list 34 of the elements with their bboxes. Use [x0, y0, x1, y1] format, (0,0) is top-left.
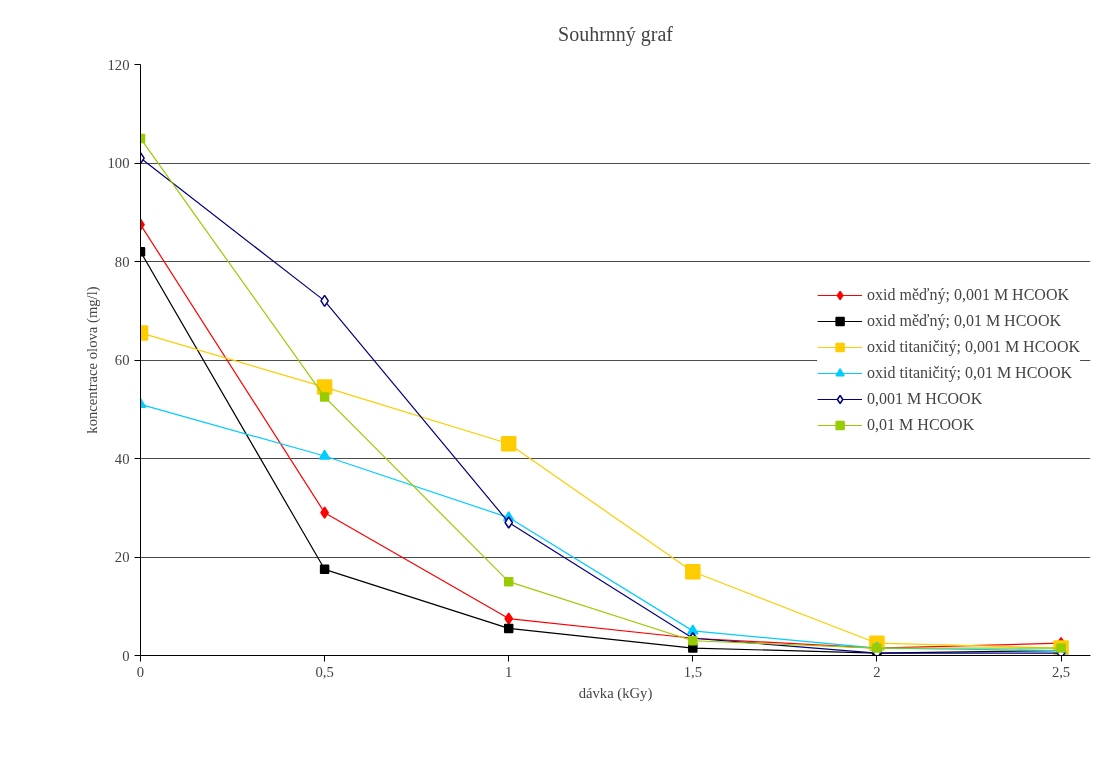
legend-label: 0,01 M HCOOK	[867, 415, 975, 434]
point	[688, 643, 698, 653]
legend-label: oxid měďný; 0,01 M HCOOK	[867, 311, 1062, 330]
y-tick-label: 40	[114, 450, 130, 467]
point	[318, 449, 331, 460]
x-tick-label: 1	[505, 663, 513, 680]
y-tick-label: 120	[107, 56, 130, 73]
y-axis-title: koncentrace olova (mg/l)	[83, 286, 101, 434]
point	[685, 564, 701, 580]
point	[504, 516, 514, 529]
point	[319, 392, 330, 402]
x-tick-label: 2	[873, 663, 881, 680]
point	[320, 506, 330, 519]
point	[504, 612, 514, 625]
point	[503, 623, 514, 634]
y-tick-label: 60	[114, 352, 130, 368]
y-tick-label: 0	[122, 647, 130, 664]
y-tick-label: 80	[114, 253, 130, 270]
y-tick-label: 100	[107, 155, 130, 171]
x-tick-label: 0,5	[315, 663, 334, 680]
point	[500, 435, 517, 452]
legend-label: oxid měďný; 0,001 M HCOOK	[867, 285, 1070, 304]
legend-label: oxid titaničitý; 0,001 M HCOOK	[867, 337, 1080, 356]
chart-title: Souhrnný graf	[558, 22, 674, 46]
point	[319, 564, 330, 575]
point	[503, 576, 514, 587]
x-tick-label: 1,5	[683, 663, 702, 680]
y-tick-label: 20	[114, 549, 130, 565]
x-axis-title: dávka (kGy)	[578, 684, 653, 702]
legend-label: oxid titaničitý; 0,01 M HCOOK	[867, 363, 1072, 382]
x-tick-label: 0	[136, 663, 145, 680]
x-tick-label: 2,5	[1051, 663, 1071, 680]
point	[320, 294, 330, 308]
legend-label: 0,001 M HCOOK	[867, 389, 983, 408]
